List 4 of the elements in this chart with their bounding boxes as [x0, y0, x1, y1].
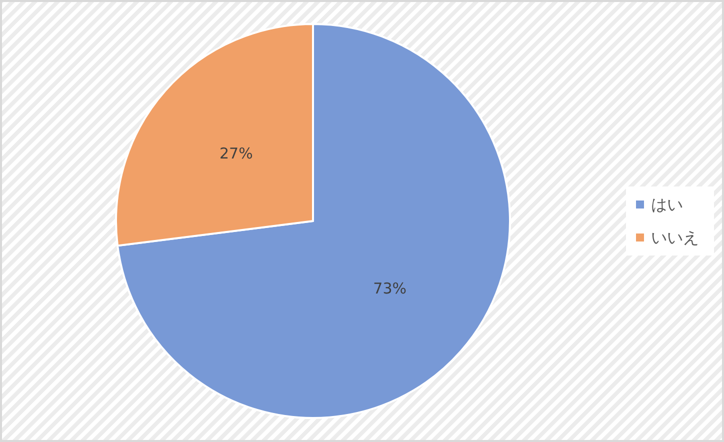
data-label: 73%	[373, 280, 407, 298]
legend-label: はい	[651, 195, 683, 214]
legend-label: いいえ	[651, 228, 699, 247]
data-label: 27%	[219, 144, 253, 162]
